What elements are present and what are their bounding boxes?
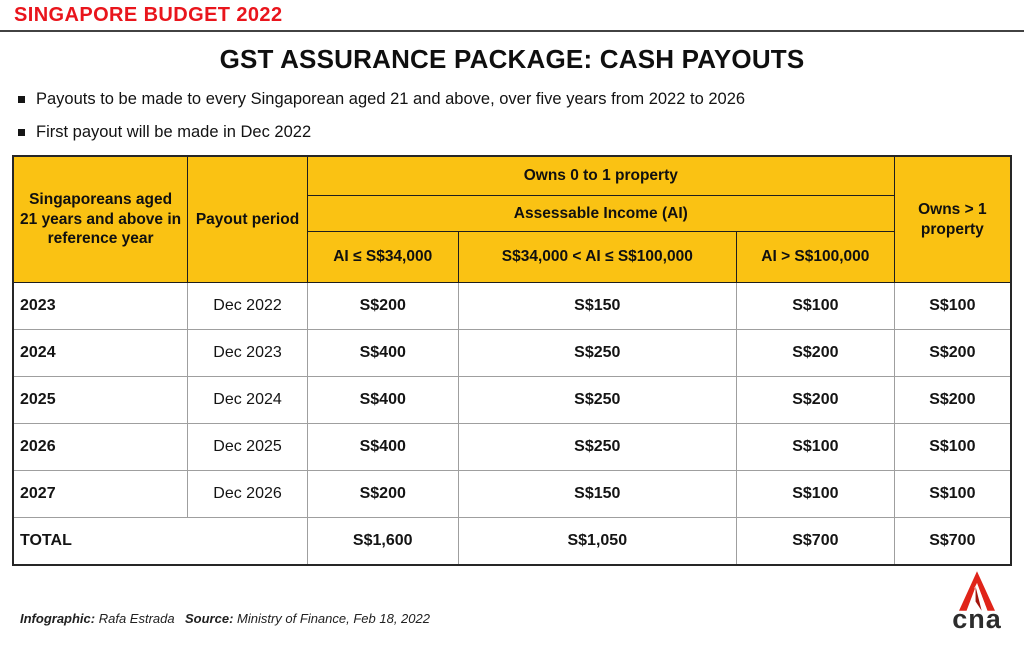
- source-credit: Source: Ministry of Finance, Feb 18, 202…: [185, 611, 430, 626]
- header-payout-period: Payout period: [187, 155, 308, 283]
- header-assessable-income: Assessable Income (AI): [306, 195, 895, 232]
- bullet-text: Payouts to be made to every Singaporean …: [36, 90, 746, 108]
- bullet-square-icon: [18, 96, 25, 103]
- total-ai-high-cell: S$700: [736, 517, 895, 566]
- header-divider: [0, 30, 1024, 32]
- table-row: 2027 Dec 2026 S$200 S$150 S$100 S$100: [12, 470, 1012, 518]
- payout-ai-high-cell: S$200: [736, 376, 895, 424]
- header-owns-0-1-property: Owns 0 to 1 property: [306, 155, 895, 196]
- payout-period-cell: Dec 2022: [187, 282, 308, 330]
- payout-owns-more-cell: S$100: [893, 423, 1012, 471]
- bullet-item: Payouts to be made to every Singaporean …: [18, 89, 745, 110]
- payout-table: Singaporeans aged 21 years and above in …: [12, 155, 1012, 566]
- payout-period-cell: Dec 2023: [187, 329, 308, 377]
- page-kicker: SINGAPORE BUDGET 2022: [14, 4, 283, 26]
- payout-period-cell: Dec 2026: [187, 470, 308, 518]
- payout-ai-mid-cell: S$150: [457, 470, 738, 518]
- payout-ai-mid-cell: S$250: [457, 423, 738, 471]
- payout-ai-low-cell: S$400: [306, 423, 459, 471]
- payout-ai-low-cell: S$200: [306, 282, 459, 330]
- table-row: 2024 Dec 2023 S$400 S$250 S$200 S$200: [12, 329, 1012, 377]
- page-title: GST ASSURANCE PACKAGE: CASH PAYOUTS: [219, 44, 805, 74]
- bullet-item: First payout will be made in Dec 2022: [18, 122, 745, 143]
- source-label: Source:: [185, 611, 234, 626]
- payout-ai-mid-cell: S$250: [457, 376, 738, 424]
- infographic-credit: Infographic: Rafa Estrada: [20, 611, 175, 626]
- total-ai-mid-cell: S$1,050: [457, 517, 738, 566]
- payout-ai-high-cell: S$100: [736, 423, 895, 471]
- bullet-square-icon: [18, 128, 25, 136]
- bullet-list: Payouts to be made to every Singaporean …: [18, 89, 745, 154]
- payout-ai-low-cell: S$400: [306, 329, 459, 377]
- payout-owns-more-cell: S$200: [893, 329, 1012, 377]
- total-label-cell: TOTAL: [12, 517, 308, 566]
- table-row: 2023 Dec 2022 S$200 S$150 S$100 S$100: [12, 282, 1012, 330]
- year-cell: 2025: [12, 376, 189, 424]
- table-header: Singaporeans aged 21 years and above in …: [12, 155, 1012, 283]
- year-cell: 2027: [12, 470, 189, 518]
- year-cell: 2026: [12, 423, 189, 471]
- credit-value: Rafa Estrada: [98, 611, 175, 626]
- header-row: AI ≤ S$34,000 S$34,000 < AI ≤ S$100,000 …: [13, 231, 1011, 283]
- header-owns-more-property: Owns > 1 property: [893, 155, 1012, 283]
- payout-ai-low-cell: S$200: [306, 470, 459, 518]
- payout-ai-low-cell: S$400: [306, 376, 459, 424]
- header-reference-year: Singaporeans aged 21 years and above in …: [12, 155, 189, 283]
- payout-ai-high-cell: S$200: [736, 329, 895, 377]
- cna-wordmark: cna: [952, 604, 1002, 634]
- payout-owns-more-cell: S$100: [893, 282, 1012, 330]
- table-body: 2023 Dec 2022 S$200 S$150 S$100 S$100 20…: [12, 282, 1012, 566]
- total-ai-low-cell: S$1,600: [306, 517, 459, 566]
- header-row: Assessable Income (AI): [13, 195, 1011, 232]
- header-ai-mid: S$34,000 < AI ≤ S$100,000: [457, 231, 738, 283]
- header-ai-low: AI ≤ S$34,000: [306, 231, 459, 283]
- total-row: TOTAL S$1,600 S$1,050 S$700 S$700: [12, 517, 1012, 566]
- payout-ai-high-cell: S$100: [736, 282, 895, 330]
- header-row: Singaporeans aged 21 years and above in …: [12, 155, 1012, 283]
- cna-logo: cna: [944, 570, 1010, 634]
- bullet-text: First payout will be made in Dec 2022: [36, 122, 312, 141]
- header-ai-high: AI > S$100,000: [736, 231, 895, 283]
- total-owns-more-cell: S$700: [893, 517, 1012, 566]
- cna-logo-icon: [959, 571, 995, 611]
- payout-period-cell: Dec 2024: [187, 376, 308, 424]
- payout-ai-mid-cell: S$250: [457, 329, 738, 377]
- payout-ai-mid-cell: S$150: [457, 282, 738, 330]
- year-cell: 2024: [12, 329, 189, 377]
- year-cell: 2023: [12, 282, 189, 330]
- table-row: 2025 Dec 2024 S$400 S$250 S$200 S$200: [12, 376, 1012, 424]
- payout-period-cell: Dec 2025: [187, 423, 308, 471]
- table-row: 2026 Dec 2025 S$400 S$250 S$100 S$100: [12, 423, 1012, 471]
- payout-owns-more-cell: S$200: [893, 376, 1012, 424]
- payout-ai-high-cell: S$100: [736, 470, 895, 518]
- source-value: Ministry of Finance, Feb 18, 2022: [237, 611, 430, 626]
- credit-label: Infographic:: [20, 611, 96, 626]
- payout-owns-more-cell: S$100: [893, 470, 1012, 518]
